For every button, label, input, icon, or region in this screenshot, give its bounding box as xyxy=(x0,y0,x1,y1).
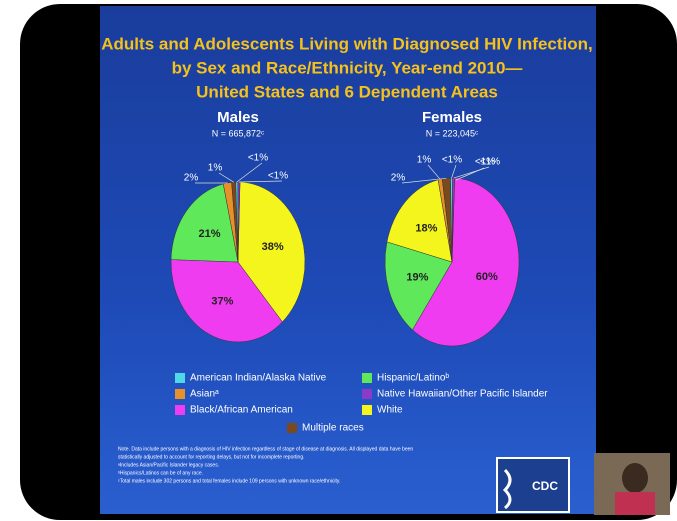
legend-swatch xyxy=(175,389,185,399)
legend-label: Multiple races xyxy=(302,423,364,434)
slice-label: <1% xyxy=(268,171,288,182)
webcam-person xyxy=(622,463,648,493)
annotation: <1% xyxy=(480,157,500,168)
footnote: statistically adjusted to account for re… xyxy=(118,454,305,460)
pie-title: Females xyxy=(422,109,482,126)
legend-swatch xyxy=(362,373,372,383)
footnote: ᵃIncludes Asian/Pacific Islander legacy … xyxy=(118,462,219,468)
pie-subtitle: N = 665,872ᶜ xyxy=(212,128,264,138)
pie-subtitle: N = 223,045ᶜ xyxy=(426,128,478,138)
screen: Adults and Adolescents Living with Diagn… xyxy=(0,0,677,521)
legend-swatch xyxy=(287,423,297,433)
slice-label: 60% xyxy=(476,271,498,283)
slice-label: 19% xyxy=(406,272,428,284)
logo: CDC xyxy=(532,479,558,493)
legend-label: Black/African American xyxy=(190,405,293,416)
legend-label: White xyxy=(377,405,403,416)
title-line: by Sex and Race/Ethnicity, Year-end 2010… xyxy=(172,58,523,77)
title-line: Adults and Adolescents Living with Diagn… xyxy=(101,34,592,53)
title-line: United States and 6 Dependent Areas xyxy=(196,82,498,101)
legend-label: Hispanic/Latinoᵇ xyxy=(377,373,449,384)
slice-label: 1% xyxy=(417,155,432,166)
legend-label: Native Hawaiian/Other Pacific Islander xyxy=(377,389,548,400)
legend-label: American Indian/Alaska Native xyxy=(190,373,327,384)
slice-label: 2% xyxy=(391,173,406,184)
slice-label: 18% xyxy=(415,223,437,235)
pie-title: Males xyxy=(217,109,259,126)
slice-label: 38% xyxy=(262,241,284,253)
slice-label: 2% xyxy=(184,173,199,184)
slice-label: 1% xyxy=(208,163,223,174)
footnote: Note. Data include persons with a diagno… xyxy=(118,446,413,452)
slice-label: 21% xyxy=(199,228,221,240)
webcam-person xyxy=(615,492,655,515)
footnote: ᶜTotal males include 302 persons and tot… xyxy=(118,478,340,484)
legend-swatch xyxy=(362,389,372,399)
footnote: ᵇHispanics/Latinos can be of any race. xyxy=(118,470,203,476)
slice-label: <1% xyxy=(248,153,268,164)
legend-swatch xyxy=(175,405,185,415)
slice-label: 37% xyxy=(211,296,233,308)
legend-swatch xyxy=(362,405,372,415)
slice-label: <1% xyxy=(442,155,462,166)
legend-swatch xyxy=(175,373,185,383)
legend-label: Asianᵃ xyxy=(190,389,219,400)
